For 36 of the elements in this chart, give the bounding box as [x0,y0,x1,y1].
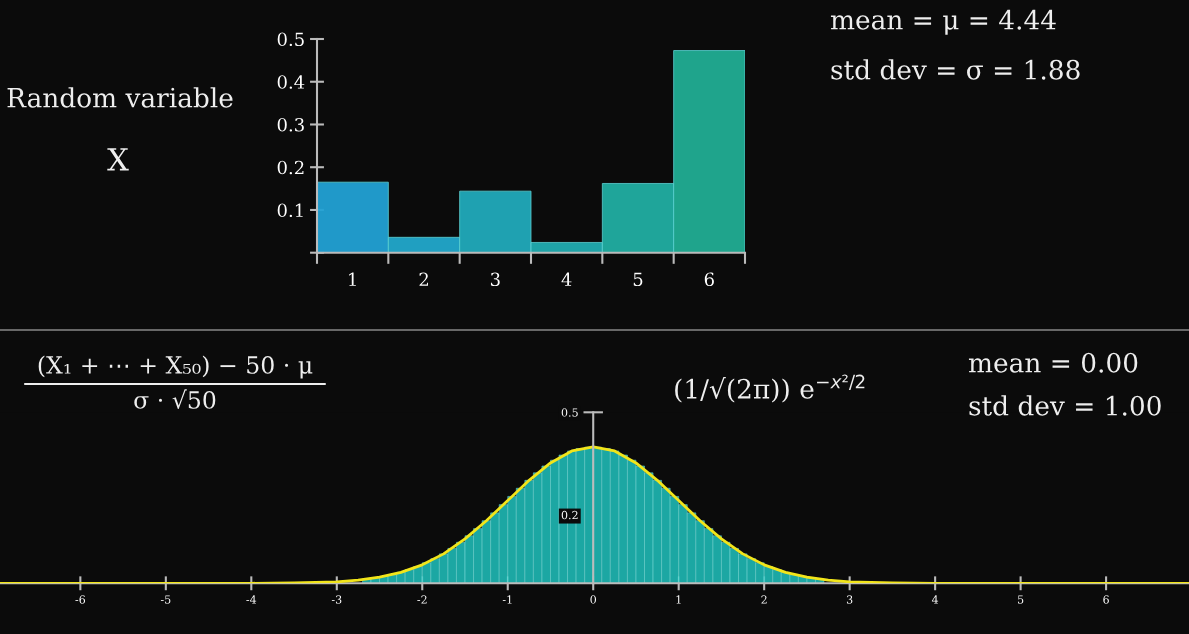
x-tick-label: -3 [331,595,342,604]
x-tick-label: -1 [502,595,512,604]
x-tick-label: 4 [931,595,939,604]
x-tick-label: 5 [633,272,643,287]
text: std dev = σ = 1.88 [831,59,1080,80]
x-tick-label: 0 [590,595,597,604]
text: mean = μ = 4.44 [830,9,1056,35]
x-tick-label: 2 [419,272,428,286]
text: (X₁ + ⋯ + X₅₀) − 50 · μ [38,355,313,379]
text: σ · √50 [134,389,216,409]
text: mean = 0.00 [968,352,1138,373]
text: (1/√(2π)) e$^{−x²/2}$ [675,374,865,403]
x-tick-label: 1 [676,595,681,604]
y-tick-label: 0.3 [277,117,304,132]
x-tick-label: 3 [490,272,500,287]
y-tick-label: 0.1 [277,203,303,218]
x-tick-label: 5 [1018,595,1024,604]
x-tick-label: 6 [1103,595,1109,604]
y-tick-label: 0.2 [561,510,578,520]
x-tick-label: -2 [417,595,427,604]
annotation: std dev = 1.00 [969,395,1161,416]
text: X [107,148,129,171]
x-tick-label: 3 [846,595,853,604]
x-tick-label: -4 [246,595,257,604]
x-tick-label: -6 [75,595,86,604]
text: Random variable [7,87,233,108]
y-tick-label: 0.5 [561,408,578,417]
y-tick-label: 0.2 [277,160,304,175]
x-tick-label: 1 [349,272,356,286]
y-tick-label: 0.4 [277,75,305,89]
y-tick-label: 0.5 [277,32,304,47]
x-tick-label: -5 [160,595,171,604]
line-series [0,445,1189,584]
x-tick-label: 2 [761,595,767,604]
x-tick-label: 6 [704,272,714,287]
x-tick-label: 4 [561,272,572,286]
